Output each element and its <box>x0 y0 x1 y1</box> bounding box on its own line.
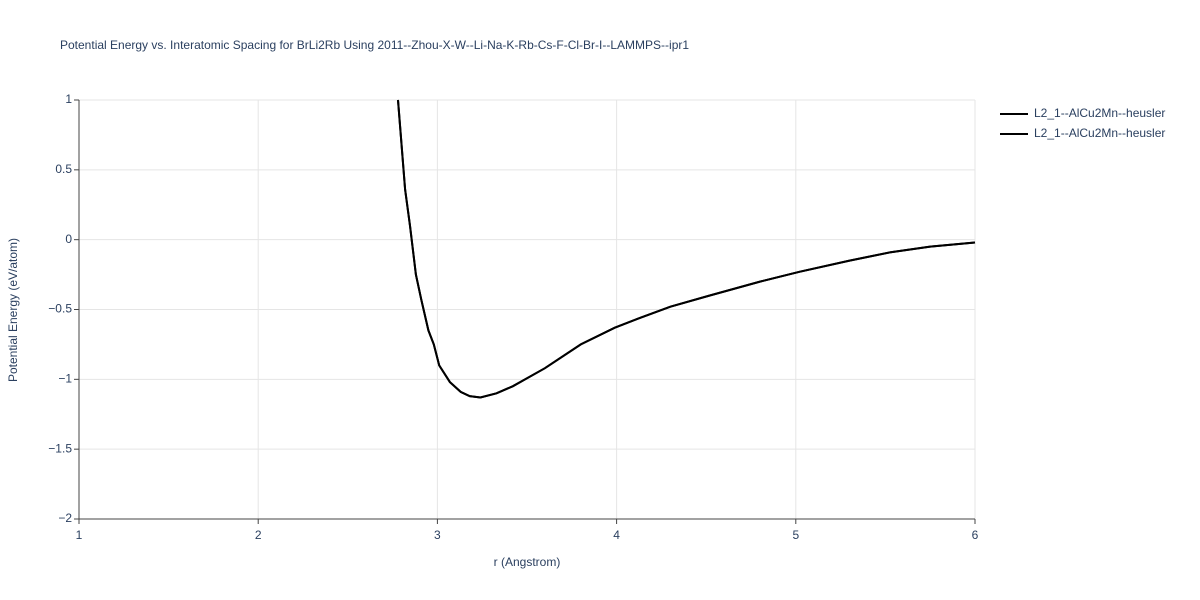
y-tick-label: −1.5 <box>48 441 72 455</box>
x-tick-label: 2 <box>255 528 262 542</box>
y-tick-label: −1 <box>58 372 72 386</box>
legend-label: L2_1--AlCu2Mn--heusler <box>1034 126 1165 140</box>
x-tick-label: 6 <box>972 528 979 542</box>
y-tick-label: 0 <box>65 232 72 246</box>
y-tick-label: −0.5 <box>48 302 72 316</box>
legend-label: L2_1--AlCu2Mn--heusler <box>1034 106 1165 120</box>
data-line <box>397 99 976 399</box>
y-tick-label: 0.5 <box>55 162 72 176</box>
data-line <box>397 99 976 399</box>
y-tick-label: 1 <box>65 92 72 106</box>
x-tick-label: 3 <box>434 528 441 542</box>
x-tick-label: 4 <box>613 528 620 542</box>
y-tick-label: −2 <box>58 511 72 525</box>
y-axis-title: Potential Energy (eV/atom) <box>6 238 20 382</box>
chart-title: Potential Energy vs. Interatomic Spacing… <box>60 38 689 52</box>
x-tick-label: 1 <box>76 528 83 542</box>
x-tick-label: 5 <box>792 528 799 542</box>
x-axis-title: r (Angstrom) <box>494 555 561 569</box>
